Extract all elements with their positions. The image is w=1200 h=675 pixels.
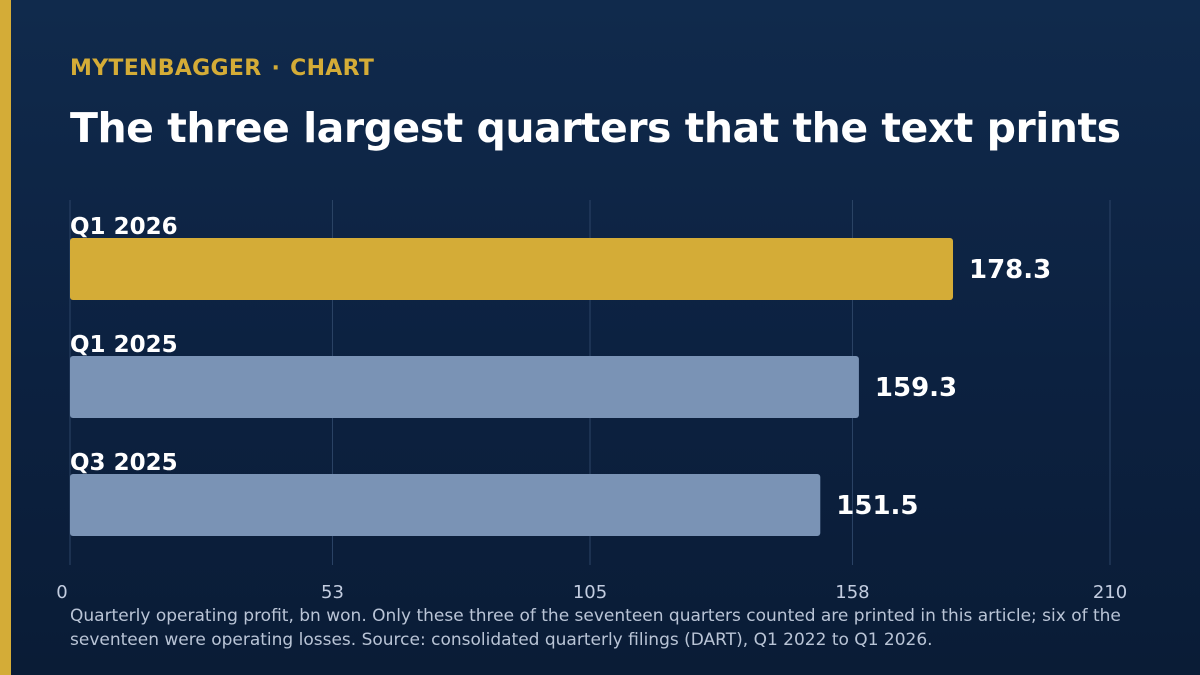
chart-title: The three largest quarters that the text… (70, 104, 1121, 152)
bar (70, 474, 821, 536)
chart-footnote: Quarterly operating profit, bn won. Only… (70, 606, 1121, 650)
bar (70, 356, 859, 418)
section-label: CHART (290, 56, 375, 81)
bar-value-label: 151.5 (836, 491, 918, 521)
category-label: Q1 2025 (70, 332, 178, 358)
bar (70, 238, 954, 300)
eyebrow: MYTENBAGGER · CHART (70, 56, 374, 81)
x-tick-label: 53 (321, 582, 344, 603)
x-tick-label: 158 (835, 582, 869, 603)
eyebrow-separator: · (271, 56, 281, 81)
x-tick-label: 210 (1093, 582, 1127, 603)
bar-value-label: 178.3 (969, 255, 1051, 285)
brand-name: MYTENBAGGER (70, 56, 262, 81)
category-label: Q3 2025 (70, 450, 178, 476)
category-label: Q1 2026 (70, 214, 178, 240)
accent-stripe (0, 0, 11, 675)
bar-value-label: 159.3 (875, 373, 957, 403)
x-tick-label: 0 (56, 582, 67, 603)
x-tick-label: 105 (573, 582, 607, 603)
